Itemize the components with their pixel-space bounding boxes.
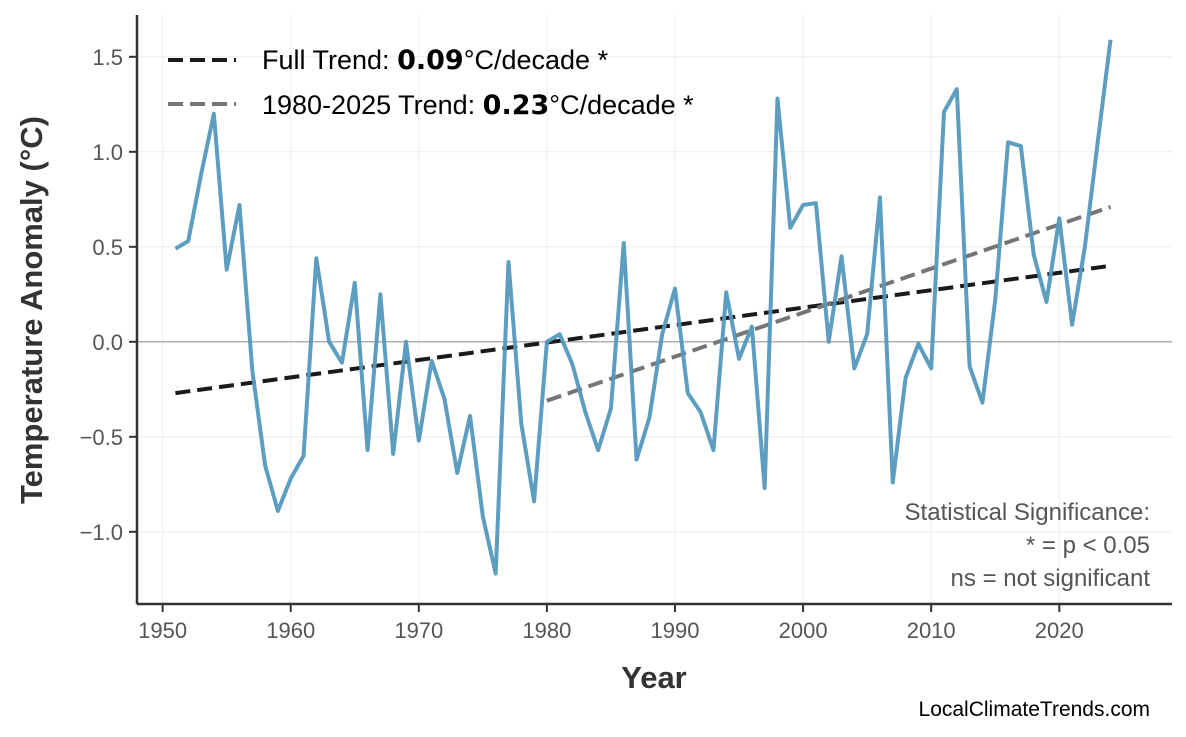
tick-labels: 1950 1960 1970 1980 1990 2000 2010 2020 −1.0 −0.5… <box>80 45 1084 643</box>
y-tick-label: −0.5 <box>80 425 123 450</box>
x-tick-label: 1960 <box>266 618 315 643</box>
legend-label-recent-trend: 1980-2025 Trend: 0.23°C/decade * <box>262 90 694 121</box>
note-line: Statistical Significance: <box>905 499 1150 526</box>
credit-text: LocalClimateTrends.com <box>919 698 1150 721</box>
x-tick-label: 1980 <box>522 618 571 643</box>
legend: Full Trend: 0.09°C/decade * 1980-2025 Tr… <box>168 45 694 121</box>
x-axis-title: Year <box>621 660 687 695</box>
x-tick-label: 1970 <box>394 618 443 643</box>
x-tick-label: 2000 <box>779 618 828 643</box>
note-line: * = p < 0.05 <box>1026 532 1150 559</box>
x-tick-label: 1990 <box>651 618 700 643</box>
x-tick-label: 2010 <box>907 618 956 643</box>
series-layer <box>174 39 1113 576</box>
y-axis-title: Temperature Anomaly (°C) <box>14 116 49 504</box>
anomaly-series-line <box>174 39 1113 576</box>
y-tick-label: 1.5 <box>92 45 123 70</box>
x-tick-label: 2020 <box>1035 618 1084 643</box>
y-tick-label: −1.0 <box>80 520 123 545</box>
recent-trend-line <box>546 205 1112 403</box>
legend-label-full-trend: Full Trend: 0.09°C/decade * <box>262 45 609 76</box>
x-tick-label: 1950 <box>138 618 187 643</box>
y-tick-label: 0.5 <box>92 235 123 260</box>
trend-lines <box>175 205 1112 403</box>
full-trend-line <box>175 263 1111 396</box>
axes <box>129 15 1172 612</box>
significance-note: Statistical Significance: * = p < 0.05 n… <box>905 499 1151 592</box>
y-tick-label: 1.0 <box>92 140 123 165</box>
y-tick-label: 0.0 <box>92 330 123 355</box>
note-line: ns = not significant <box>951 565 1151 592</box>
